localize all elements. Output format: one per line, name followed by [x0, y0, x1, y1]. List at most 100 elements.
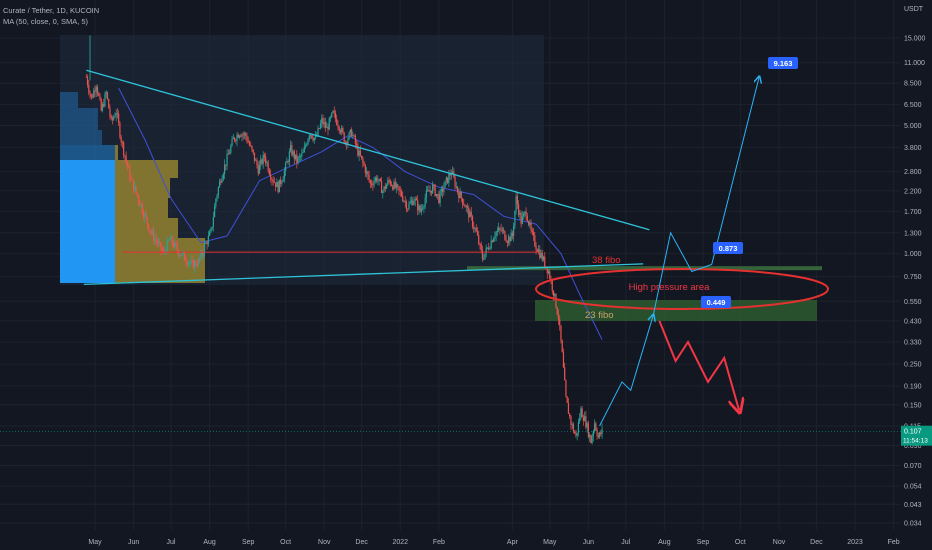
time-tick-label: Nov — [318, 539, 331, 546]
candle-bullish — [216, 195, 218, 199]
volume-profile-bar-primary — [60, 145, 115, 160]
candle-bearish — [372, 184, 374, 186]
candle-bullish — [182, 252, 185, 254]
candle-bearish — [336, 118, 338, 125]
candle-bearish — [505, 239, 507, 242]
candle-bearish — [481, 250, 484, 260]
candle-bearish — [109, 108, 111, 116]
candle-bearish — [342, 128, 344, 133]
candle-bearish — [133, 180, 135, 191]
candle-bearish — [250, 145, 252, 147]
price-tick-label: 0.750 — [904, 274, 922, 281]
candle-bullish — [483, 259, 485, 260]
candle-bullish — [105, 92, 107, 95]
candle-bearish — [277, 181, 279, 193]
time-tick-label: Sep — [697, 539, 710, 546]
candle-bearish — [384, 186, 386, 189]
candle-bullish — [317, 128, 319, 136]
candle-bearish — [263, 154, 266, 158]
candle-bearish — [337, 124, 339, 127]
candle-bullish — [414, 198, 416, 201]
chart-drawings: 38 fibo 23 fibo High pressure area 9.163 0.8… — [83, 57, 829, 427]
candle-bullish — [210, 229, 212, 233]
candle-bearish — [270, 174, 272, 179]
candle-bearish — [363, 162, 365, 166]
target-label-high-box — [768, 57, 798, 69]
candle-bearish — [479, 243, 481, 245]
candle-bullish — [221, 178, 223, 183]
candle-bullish — [451, 171, 454, 174]
candle-bearish — [361, 155, 363, 158]
candle-bearish — [89, 91, 91, 95]
ma-indicator-legend[interactable]: MA (50, close, 0, SMA, 5) — [3, 17, 89, 26]
time-tick-label: Oct — [735, 539, 746, 546]
candle-bullish — [140, 204, 142, 206]
candle-bearish — [356, 143, 358, 146]
time-tick-label: 2023 — [847, 539, 863, 546]
candle-bearish — [191, 259, 193, 261]
candle-bearish — [390, 184, 393, 186]
candle-bearish — [111, 118, 114, 120]
candle-bearish — [296, 154, 298, 163]
candle-bullish — [522, 213, 525, 217]
high-pressure-ellipse — [535, 268, 829, 310]
candle-bullish — [586, 423, 588, 428]
target-label-low-text: 0.449 — [707, 298, 726, 307]
candle-bearish — [419, 205, 421, 212]
candle-bullish — [306, 144, 308, 146]
candle-bullish — [207, 235, 209, 245]
price-axis[interactable]: USDT 15.000 11.000 8.500 6.500 5.000 3.800 2.80… — [0, 6, 932, 528]
candle-bullish — [104, 94, 106, 107]
candle-bullish — [403, 200, 405, 202]
candle-bearish — [271, 178, 273, 181]
candle-bullish — [115, 113, 117, 117]
candle-bearish — [597, 436, 599, 438]
time-tick-label: Nov — [773, 539, 786, 546]
candle-bearish — [327, 126, 329, 130]
candle-bullish — [373, 181, 375, 186]
price-tick-label: 0.550 — [904, 299, 922, 306]
resistance-trendline — [86, 69, 650, 231]
candle-bearish — [471, 216, 474, 227]
candle-bearish — [575, 433, 577, 436]
candle-bullish — [439, 191, 441, 203]
target-label-high[interactable]: 9.163 — [768, 57, 798, 69]
time-axis[interactable]: May Jun Jul Aug Sep Oct Nov Dec 2022 Feb Apr May Jun… — [88, 539, 899, 546]
candle-bearish — [141, 204, 143, 213]
candle-bearish — [257, 165, 259, 174]
candle-bearish — [145, 214, 147, 218]
candle-bearish — [343, 132, 345, 142]
candle-bullish — [455, 186, 457, 188]
candle-bullish — [283, 171, 285, 179]
candle-bearish — [103, 103, 105, 107]
target-label-low[interactable]: 0.449 — [701, 296, 731, 308]
candle-bullish — [601, 428, 603, 435]
candle-bearish — [147, 224, 150, 231]
time-tick-label: May — [543, 539, 557, 546]
candle-bearish — [94, 90, 96, 92]
candle-bearish — [171, 236, 173, 244]
candle-bearish — [246, 136, 248, 142]
candle-bearish — [152, 230, 155, 241]
candle-bearish — [458, 192, 460, 199]
candle-bearish — [430, 190, 432, 193]
candle-bullish — [465, 206, 467, 208]
candle-bullish — [113, 117, 115, 120]
candle-bearish — [570, 416, 572, 425]
candle-bullish — [170, 236, 172, 239]
candle-bearish — [525, 211, 527, 217]
candle-bearish — [476, 231, 479, 236]
candle-bearish — [128, 166, 130, 168]
candle-bullish — [228, 152, 231, 155]
candle-bearish — [539, 249, 541, 258]
candle-bearish — [404, 200, 406, 202]
target-label-mid[interactable]: 0.873 — [713, 242, 743, 254]
candle-bullish — [542, 256, 545, 261]
time-tick-label: Aug — [658, 539, 671, 546]
candle-bearish — [488, 247, 490, 250]
support-trendline — [83, 263, 644, 286]
candle-bullish — [93, 90, 95, 98]
candle-bearish — [461, 198, 464, 205]
candle-bearish — [587, 423, 589, 437]
